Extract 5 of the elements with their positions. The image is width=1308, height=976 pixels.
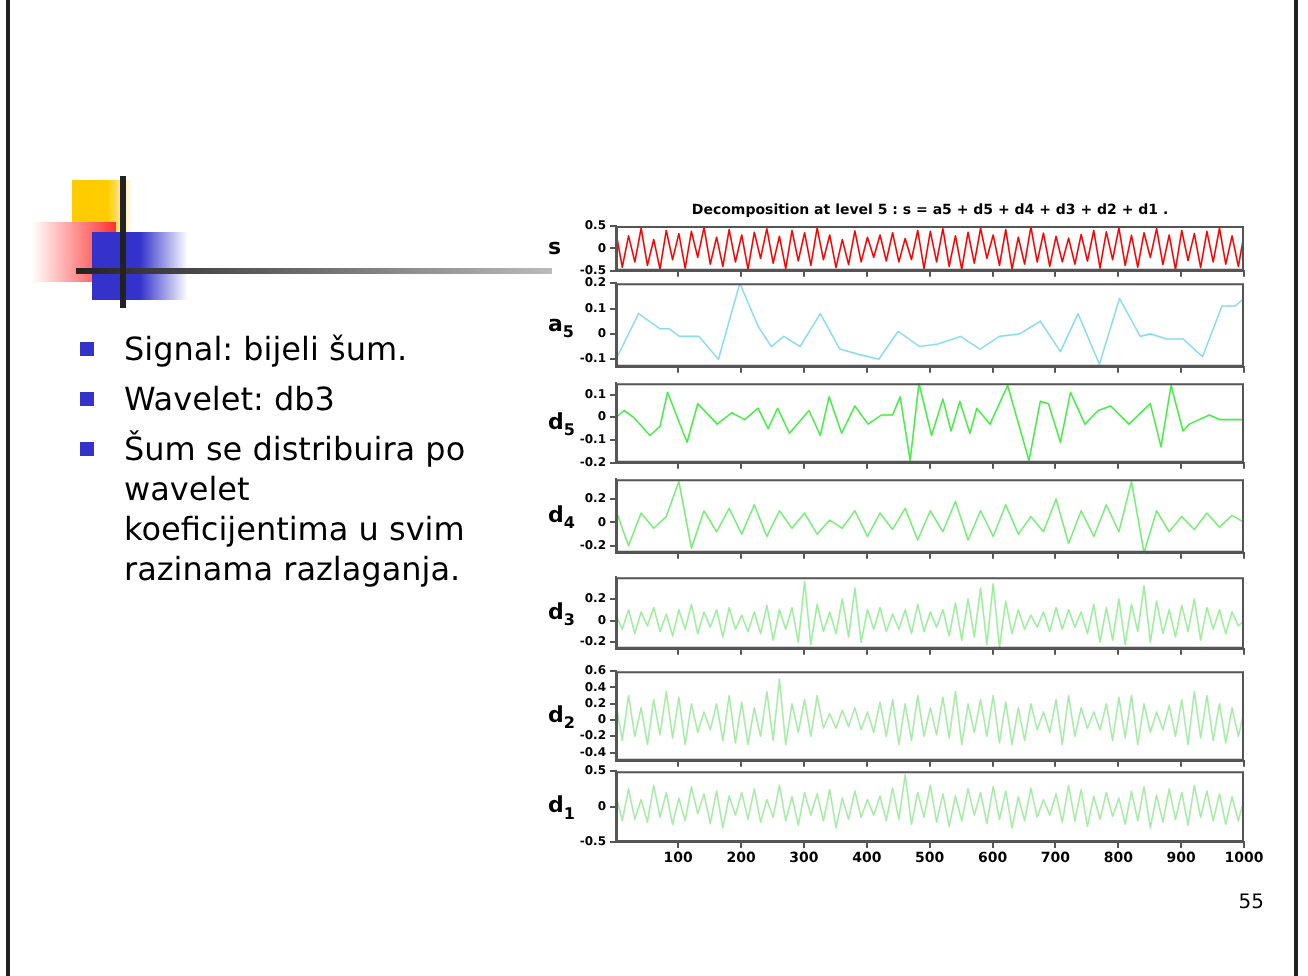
text: 55 [1238, 892, 1264, 914]
text: Signal: bijeli šum. [122, 330, 410, 370]
text: Šum se distribuira po wavelet koeficijentima u svim razinama razlaganja. [122, 430, 468, 590]
text: Wavelet: db3 [122, 380, 337, 420]
y-axis-title: s [548, 234, 562, 261]
